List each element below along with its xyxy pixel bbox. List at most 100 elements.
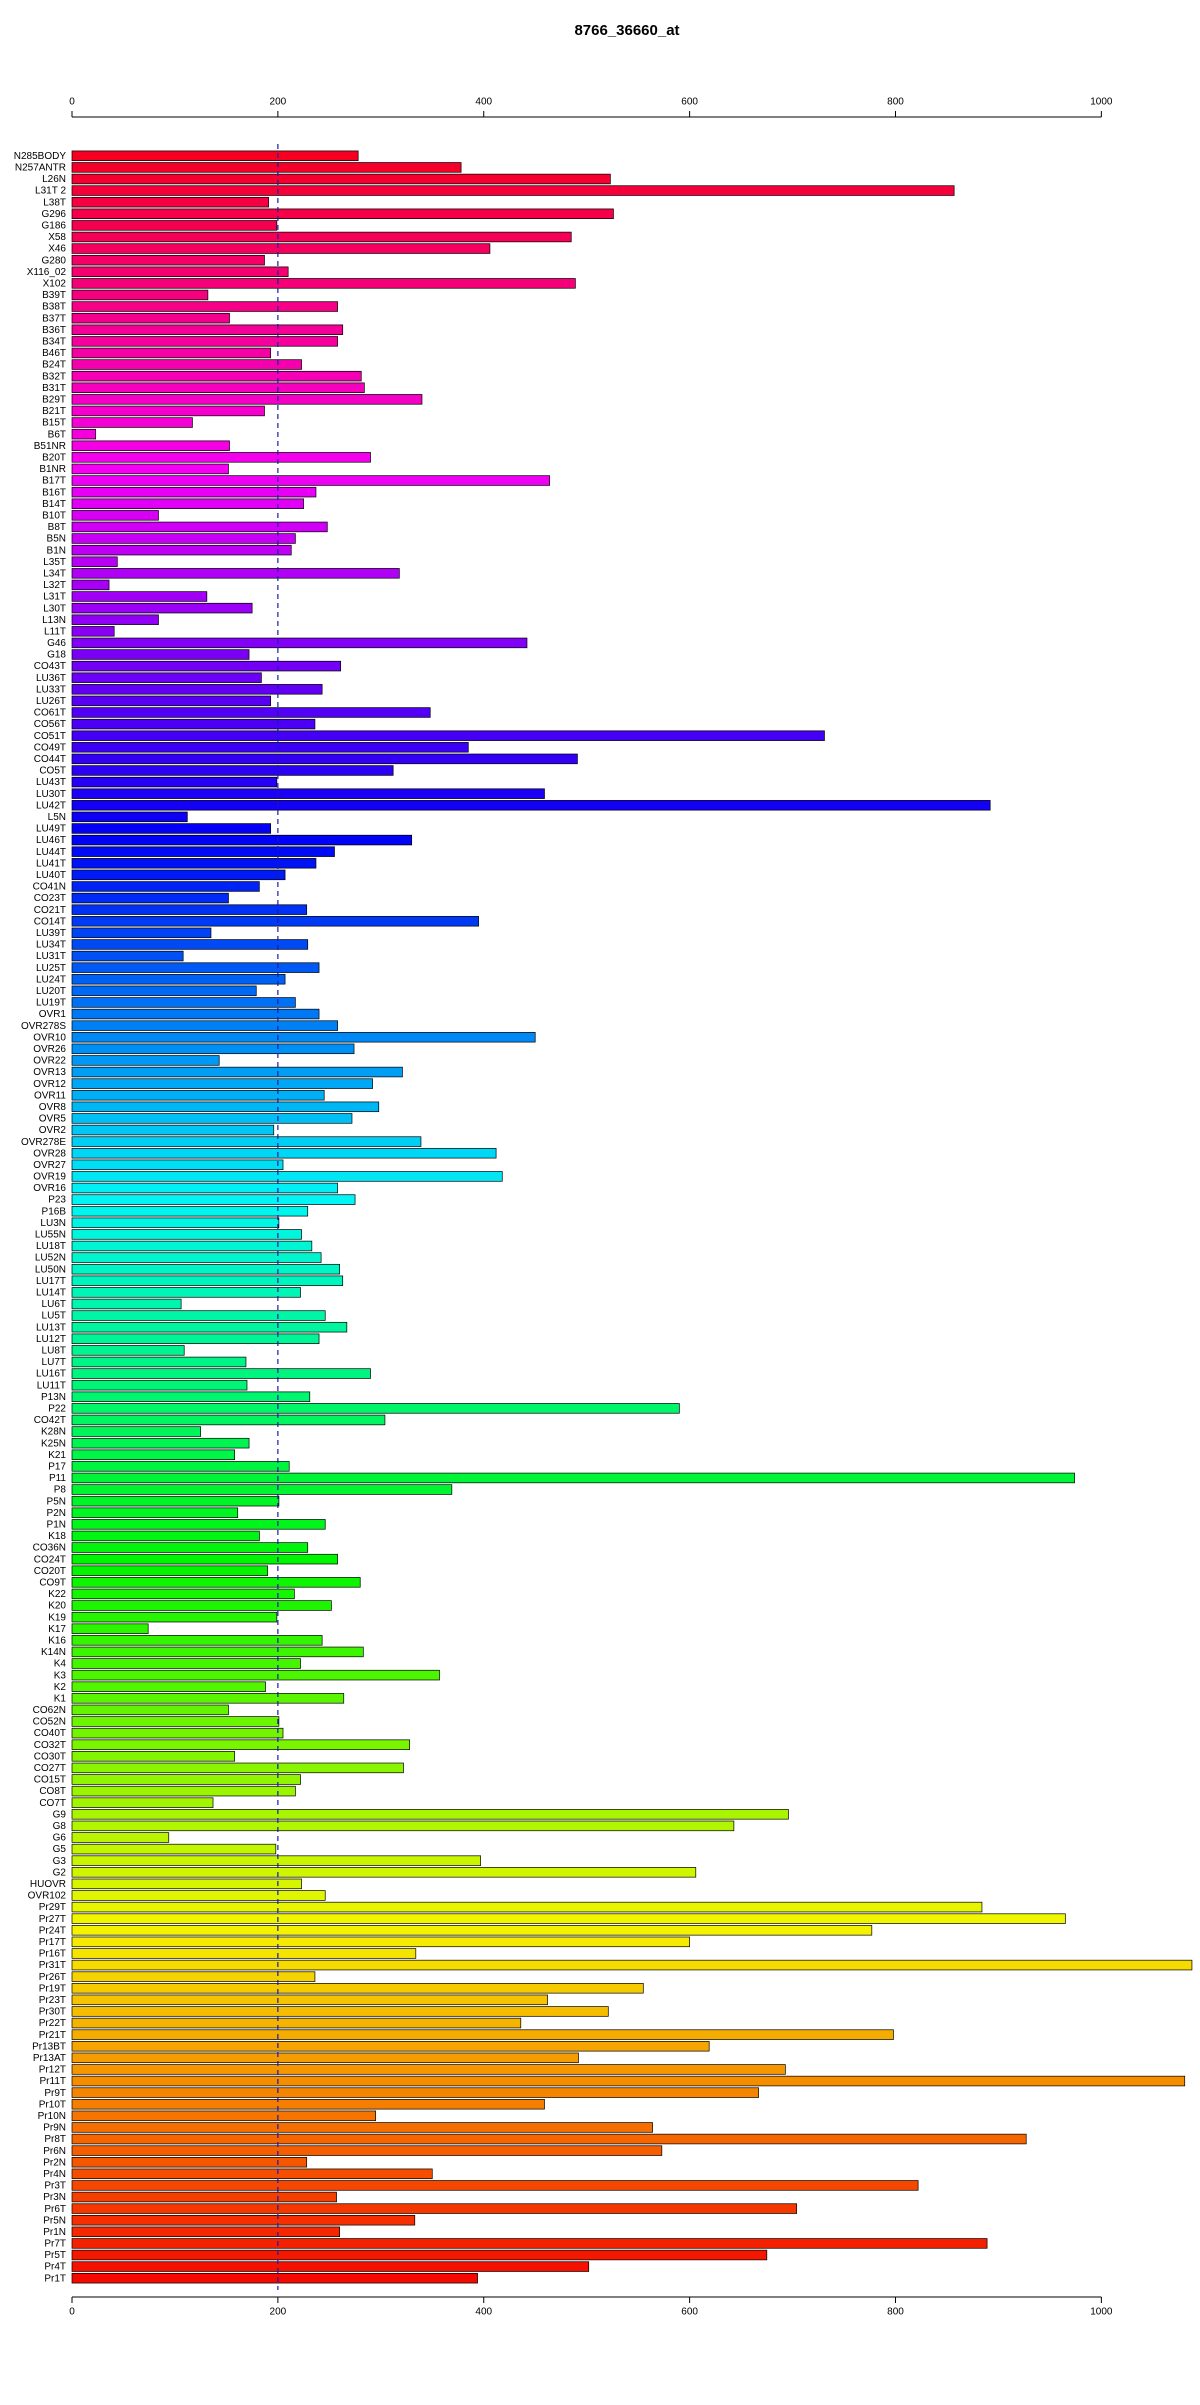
bar	[71, 150, 359, 162]
y-tick-label: CO40T	[34, 1728, 66, 1739]
bar	[71, 440, 230, 451]
y-tick-label: B1NR	[39, 464, 66, 475]
bar	[71, 1066, 403, 1078]
y-tick-label: P22	[48, 1404, 66, 1415]
y-tick-label: K16	[48, 1635, 66, 1646]
y-tick-label: L31T	[43, 592, 66, 603]
bar	[71, 2157, 308, 2168]
y-tick-label: OVR22	[33, 1056, 66, 1067]
bar	[71, 939, 309, 950]
bar	[71, 278, 576, 289]
y-tick-label: K1	[54, 1693, 67, 1704]
y-tick-label: Pr4N	[43, 2169, 66, 2180]
y-tick-label: G46	[47, 638, 66, 649]
y-tick-label: P16B	[42, 1206, 67, 1217]
y-tick-label: CO15T	[34, 1775, 66, 1786]
y-tick-label: G280	[42, 255, 67, 266]
bar	[71, 2191, 337, 2203]
bar	[71, 556, 118, 567]
y-tick-label: HUOVR	[30, 1879, 66, 1890]
bar	[71, 1855, 482, 1866]
bar	[71, 1716, 280, 1727]
bar	[71, 1252, 322, 1263]
y-tick-label: X58	[48, 232, 66, 243]
y-tick-label: P11	[49, 1473, 66, 1484]
bar	[71, 1171, 503, 1182]
y-tick-label: CO62N	[33, 1705, 66, 1716]
x-tick-label: 600	[681, 2307, 698, 2318]
bar	[71, 394, 423, 405]
bar	[71, 997, 296, 1008]
bar	[71, 1890, 326, 1901]
bar	[71, 1240, 313, 1252]
y-tick-label: K18	[48, 1531, 66, 1542]
y-tick-label: P5N	[47, 1496, 66, 1507]
y-tick-label: B15T	[42, 418, 66, 429]
bar	[71, 1693, 345, 1704]
bar	[71, 2238, 988, 2249]
y-tick-label: B14T	[42, 499, 66, 510]
y-tick-label: OVR8	[39, 1102, 67, 1113]
y-tick-label: LU19T	[36, 998, 66, 1009]
y-tick-label: CO20T	[34, 1566, 66, 1577]
y-tick-label: CO61T	[34, 708, 66, 719]
bar	[71, 1472, 1075, 1484]
y-tick-label: Pr5T	[44, 2250, 66, 2261]
y-tick-label: LU13T	[36, 1322, 66, 1333]
y-tick-label: CO8T	[39, 1786, 66, 1797]
y-tick-label: G8	[53, 1821, 67, 1832]
y-tick-label: OVR28	[33, 1148, 66, 1159]
bar	[71, 254, 265, 266]
bar	[71, 2214, 416, 2226]
y-tick-label: L13N	[42, 615, 66, 626]
bar	[71, 1205, 309, 1217]
y-tick-label: OVR1	[39, 1009, 67, 1020]
bar	[71, 2180, 919, 2191]
y-tick-label: LU24T	[36, 974, 66, 985]
bar	[71, 1936, 690, 1948]
y-tick-label: CO44T	[34, 754, 66, 765]
bar	[71, 765, 394, 776]
bar	[71, 1948, 417, 1959]
y-tick-label: K4	[54, 1659, 67, 1670]
bar	[71, 2017, 522, 2029]
y-tick-label: Pr3T	[44, 2181, 66, 2192]
y-tick-label: Pr8T	[44, 2134, 66, 2145]
bar	[71, 916, 479, 927]
bar	[71, 869, 286, 881]
y-tick-label: CO7T	[39, 1798, 66, 1809]
y-tick-label: CO49T	[34, 742, 66, 753]
y-tick-label: Pr9T	[44, 2088, 66, 2099]
bar	[71, 1356, 247, 1368]
bar	[71, 2087, 759, 2098]
y-tick-label: LU17T	[36, 1276, 66, 1287]
bar	[71, 1090, 325, 1101]
y-tick-label: CO51T	[34, 731, 66, 742]
x-tick-label: 400	[475, 97, 492, 108]
bar	[71, 1368, 371, 1379]
y-tick-label: Pr7T	[44, 2239, 66, 2250]
y-tick-label: Pr4T	[44, 2262, 66, 2273]
bar	[71, 614, 159, 625]
bar	[71, 2261, 590, 2272]
y-tick-label: LU5T	[42, 1311, 66, 1322]
bar	[71, 1681, 266, 1692]
bar	[71, 637, 528, 649]
bar	[71, 475, 550, 486]
bar	[71, 1217, 280, 1229]
y-tick-label: Pr9N	[43, 2123, 66, 2134]
y-tick-label: B34T	[42, 337, 66, 348]
bar	[71, 2099, 545, 2110]
bar	[71, 521, 328, 533]
y-tick-label: LU18T	[36, 1241, 66, 1252]
chart-title: 8766_36660_at	[574, 22, 679, 39]
bar	[71, 1983, 644, 1994]
bar	[71, 591, 208, 602]
y-tick-label: CO24T	[34, 1554, 66, 1565]
bar	[71, 1495, 280, 1507]
bar	[71, 2041, 710, 2052]
bar	[71, 846, 335, 857]
bar	[71, 974, 286, 985]
x-tick-label: 200	[270, 97, 287, 108]
y-tick-label: OVR278E	[21, 1137, 66, 1148]
